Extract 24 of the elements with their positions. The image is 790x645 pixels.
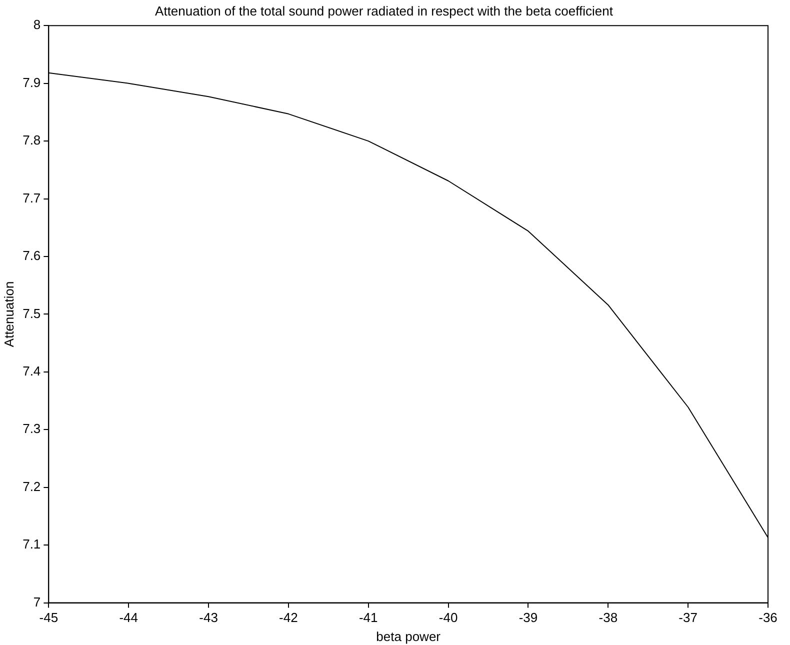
y-tick-label: 7.3 — [22, 421, 41, 436]
chart-title: Attenuation of the total sound power radiated in respect with the beta coefficient — [155, 3, 614, 18]
x-tick-label: -39 — [518, 610, 538, 626]
y-tick-label: 7.4 — [22, 364, 41, 378]
y-tick-label: 7.7 — [22, 190, 41, 206]
y-axis-title: Attenuation — [1, 281, 16, 348]
y-tick-label: 7 — [33, 594, 41, 610]
y-tick-label: 7.2 — [22, 478, 41, 494]
x-tick-label: -43 — [199, 610, 218, 626]
y-tick-label: 7.6 — [22, 248, 41, 264]
x-tick-label: -38 — [598, 610, 618, 626]
y-tick-label: 7.5 — [22, 306, 41, 321]
y-tick-label: 8 — [33, 17, 41, 32]
x-tick-label: -42 — [279, 610, 298, 626]
x-tick-label: -44 — [119, 610, 138, 626]
x-axis-title: beta power — [376, 628, 442, 644]
x-tick-label: -37 — [678, 610, 698, 626]
x-tick-label: -40 — [438, 610, 458, 626]
x-tick-label: -41 — [358, 610, 378, 626]
y-tick-label: 7.1 — [22, 536, 41, 552]
x-tick-label: -45 — [39, 610, 58, 626]
y-tick-label: 7.8 — [22, 132, 41, 148]
y-tick-label: 7.9 — [22, 74, 41, 90]
x-tick-label: -36 — [758, 610, 778, 626]
